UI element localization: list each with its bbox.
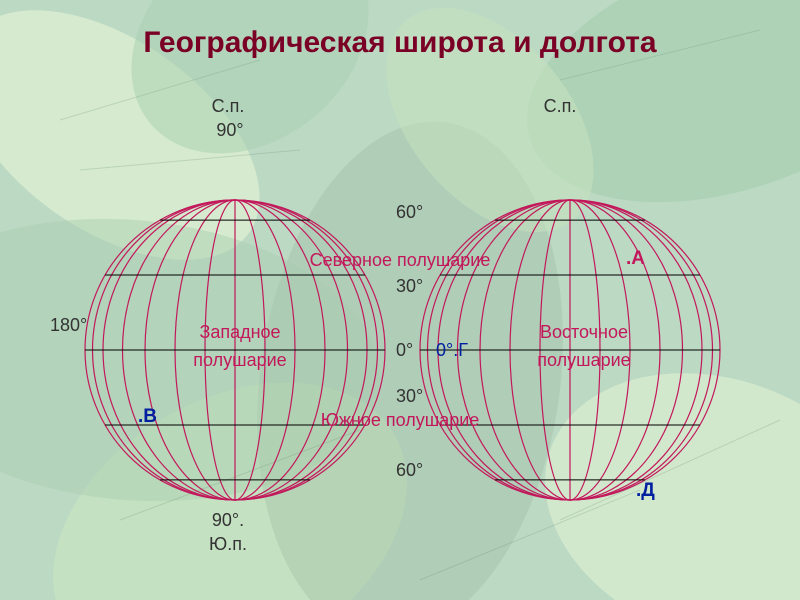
point-a: .А	[626, 248, 645, 270]
point-b: .В	[138, 406, 157, 428]
eastern-hemisphere-2: полушарие	[537, 350, 630, 371]
north-pole-right: С.п.	[544, 96, 577, 117]
page-title: Географическая широта и долгота	[143, 26, 656, 60]
deg-30-bot: 30°	[396, 386, 423, 407]
south-pole-left: Ю.п.	[209, 534, 247, 555]
western-hemisphere-1: Западное	[199, 322, 280, 343]
eastern-hemisphere-1: Восточное	[540, 322, 628, 343]
point-d: .Д	[636, 480, 655, 502]
globes-diagram: С.п. С.п. 90° 90°. Ю.п. 180° 60° 30° 0° …	[0, 90, 800, 590]
northern-hemisphere: Северное полушарие	[310, 250, 491, 271]
deg-60-bot: 60°	[396, 460, 423, 481]
deg-60-top: 60°	[396, 202, 423, 223]
north-pole-left: С.п.	[212, 96, 245, 117]
southern-hemisphere: Южное полушарие	[321, 410, 480, 431]
deg-30-top: 30°	[396, 276, 423, 297]
deg-180: 180°	[50, 315, 87, 336]
deg-90-bottom: 90°.	[212, 510, 244, 531]
deg-0-mid: 0°	[396, 340, 413, 361]
western-hemisphere-2: полушарие	[193, 350, 286, 371]
deg-90-top: 90°	[216, 120, 243, 141]
zero-g-label: 0°.Г	[436, 340, 468, 361]
